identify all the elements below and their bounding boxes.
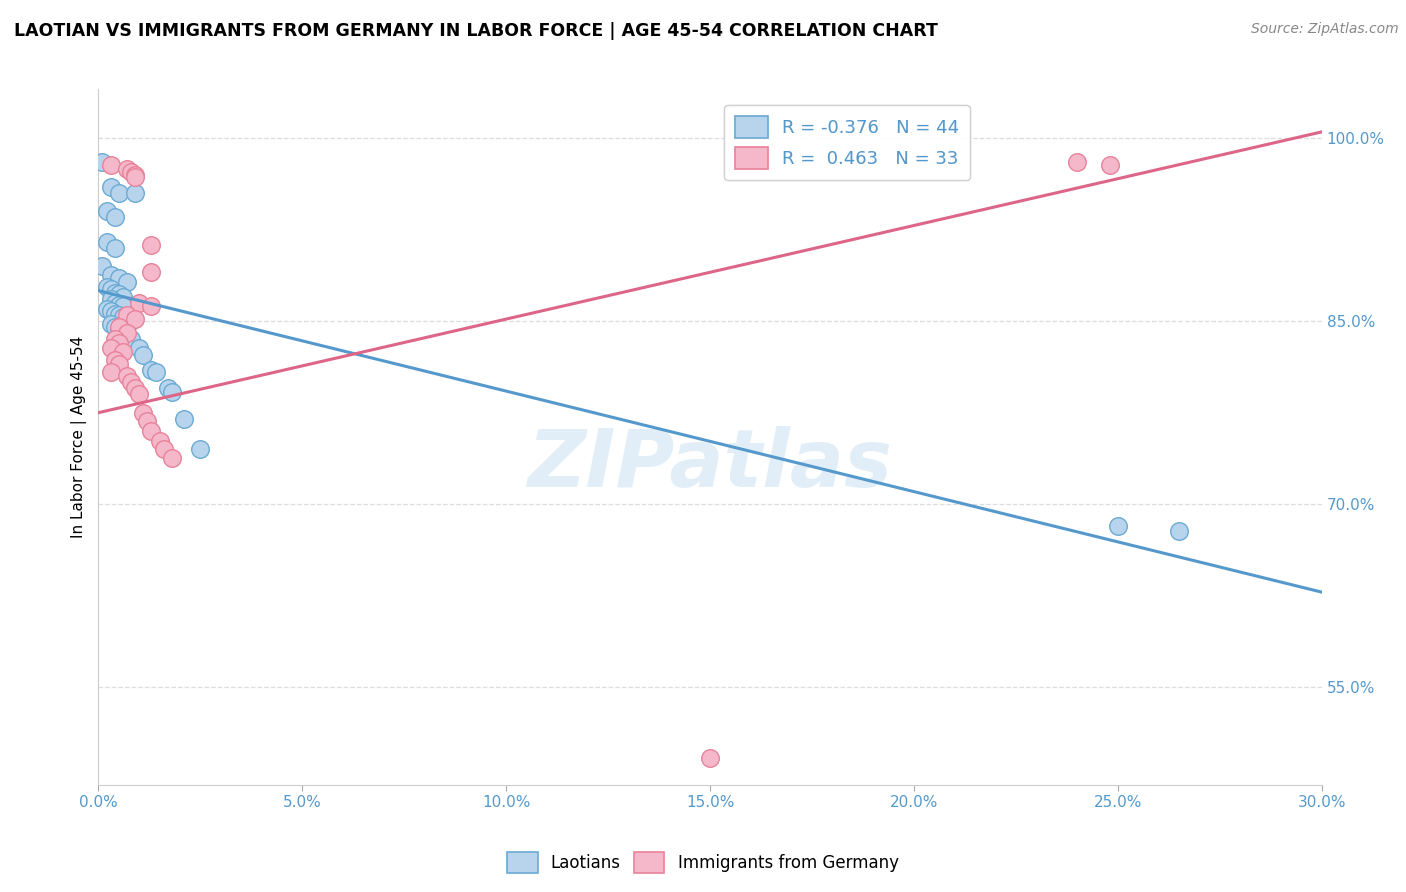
Point (1066, 155, 1088, 169)
Legend: Laotians, Immigrants from Germany: Laotians, Immigrants from Germany (501, 846, 905, 880)
Point (96, 280, 118, 294)
Point (96, 204, 118, 219)
Point (124, 186, 146, 200)
Point (124, 170, 146, 185)
Point (104, 353, 127, 368)
Point (160, 450, 183, 465)
Point (115, 311, 138, 326)
Point (115, 275, 138, 289)
Point (108, 323, 131, 337)
Point (156, 381, 179, 395)
Point (120, 314, 142, 328)
Point (104, 241, 127, 255)
Point (108, 308, 131, 322)
Point (120, 165, 142, 179)
Point (141, 238, 163, 252)
Point (128, 387, 150, 401)
Point (124, 168, 146, 182)
Point (96, 235, 118, 249)
Point (128, 295, 150, 310)
Point (111, 344, 134, 359)
Point (104, 286, 127, 301)
Point (132, 348, 155, 362)
Point (104, 320, 127, 334)
Point (124, 381, 146, 395)
Point (96, 301, 118, 316)
Point (111, 300, 134, 314)
Point (115, 326, 138, 341)
Y-axis label: In Labor Force | Age 45-54: In Labor Force | Age 45-54 (72, 336, 87, 538)
Point (188, 442, 212, 457)
Point (115, 328, 138, 343)
Point (115, 308, 138, 322)
Point (108, 336, 131, 351)
Point (115, 161, 138, 176)
Point (1098, 158, 1121, 172)
Point (100, 365, 122, 379)
Point (108, 320, 131, 334)
Point (104, 295, 127, 310)
Point (145, 365, 167, 379)
Point (152, 442, 174, 457)
Point (141, 265, 163, 279)
Point (100, 179, 122, 194)
Point (141, 363, 163, 377)
Text: Source: ZipAtlas.com: Source: ZipAtlas.com (1251, 22, 1399, 37)
Point (100, 282, 122, 296)
Point (108, 298, 131, 312)
Point (1167, 524, 1189, 538)
Text: ZIPatlas: ZIPatlas (527, 425, 893, 504)
Point (124, 311, 146, 326)
Point (100, 158, 122, 172)
Point (115, 369, 138, 384)
Point (141, 300, 163, 314)
Point (104, 211, 127, 225)
Point (100, 341, 122, 355)
Point (120, 333, 142, 347)
Point (100, 292, 122, 306)
Point (699, 751, 721, 765)
Point (111, 326, 134, 341)
Point (91, 155, 114, 169)
Point (173, 411, 195, 425)
Point (100, 317, 122, 331)
Point (111, 310, 134, 325)
Point (1107, 519, 1129, 533)
Point (108, 357, 131, 371)
Point (104, 333, 127, 347)
Text: LAOTIAN VS IMMIGRANTS FROM GERMANY IN LABOR FORCE | AGE 45-54 CORRELATION CHART: LAOTIAN VS IMMIGRANTS FROM GERMANY IN LA… (14, 22, 938, 40)
Point (104, 307, 127, 321)
Point (136, 414, 159, 428)
Point (141, 424, 163, 438)
Point (108, 287, 131, 301)
Legend: R = -0.376   N = 44, R =  0.463   N = 33: R = -0.376 N = 44, R = 0.463 N = 33 (724, 105, 970, 180)
Point (108, 186, 131, 200)
Point (91, 259, 114, 273)
Point (120, 375, 142, 389)
Point (100, 304, 122, 318)
Point (100, 268, 122, 282)
Point (108, 271, 131, 285)
Point (132, 406, 155, 420)
Point (111, 290, 134, 304)
Point (160, 384, 183, 399)
Point (149, 434, 172, 448)
Point (128, 341, 150, 355)
